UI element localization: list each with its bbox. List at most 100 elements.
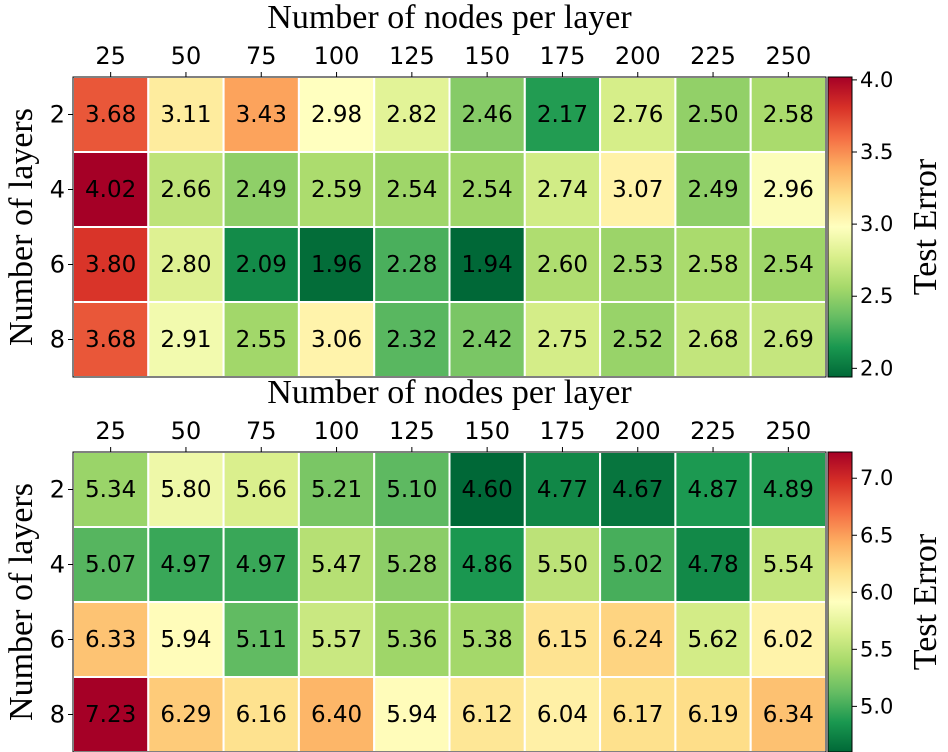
heatmap-cell [448, 76, 526, 153]
cell-label: 5.11 [236, 627, 287, 653]
cell-label: 6.15 [537, 627, 588, 653]
colorbar-title: Test Error [907, 158, 944, 295]
cell-label: 5.94 [160, 627, 211, 653]
colorbar [827, 451, 853, 752]
cell-label: 6.19 [687, 702, 738, 728]
colorbar-tick-label: 6.5 [860, 523, 893, 547]
heatmap-cell [72, 526, 150, 603]
heatmap-cell [523, 226, 602, 303]
x-tick-label: 150 [464, 417, 510, 445]
cell-label: 2.52 [612, 327, 663, 353]
heatmap-cell [749, 76, 828, 153]
cell-label: 5.28 [386, 552, 437, 578]
cell-label: 4.67 [612, 477, 663, 503]
cell-label: 2.82 [386, 102, 437, 128]
cell-label: 2.54 [386, 177, 437, 203]
cell-label: 5.54 [763, 552, 814, 578]
cell-label: 3.68 [85, 102, 136, 128]
cell-label: 1.96 [311, 252, 362, 278]
y-tick-label: 2 [50, 476, 65, 504]
y-tick-label: 2 [50, 101, 65, 129]
heatmap-cell [674, 526, 752, 603]
colorbar-title: Test Error [907, 533, 944, 670]
cell-label: 3.07 [612, 177, 663, 203]
x-tick-label: 175 [540, 42, 586, 70]
x-tick-label: 125 [389, 42, 435, 70]
x-axis-title: Number of nodes per layer [267, 374, 632, 411]
cell-label: 6.16 [236, 702, 287, 728]
heatmap-cell [599, 226, 677, 303]
cell-label: 2.46 [462, 102, 513, 128]
cell-label: 2.09 [236, 252, 287, 278]
cell-label: 4.78 [687, 552, 738, 578]
cell-label: 6.29 [160, 702, 211, 728]
heatmap-cell [147, 76, 225, 153]
plot-frame [72, 451, 827, 752]
cell-label: 4.77 [537, 477, 588, 503]
heatmap-cell [297, 526, 376, 603]
cell-label: 6.04 [537, 702, 588, 728]
x-tick-label: 150 [464, 42, 510, 70]
cell-label: 2.69 [763, 327, 814, 353]
cell-label: 5.62 [687, 627, 738, 653]
cell-label: 3.11 [160, 102, 211, 128]
heatmap-cell [749, 526, 828, 603]
cell-label: 2.54 [763, 252, 814, 278]
heatmap-cell [674, 601, 752, 678]
x-tick-label: 75 [246, 42, 277, 70]
heatmap-cell [373, 526, 451, 603]
cell-label: 3.06 [311, 327, 362, 353]
heatmap-cell [147, 526, 225, 603]
heatmap-cell [72, 226, 150, 303]
heatmap-cell [222, 676, 300, 752]
cell-label: 4.86 [462, 552, 513, 578]
cell-label: 5.80 [160, 477, 211, 503]
heatmap-cell [448, 676, 526, 752]
heatmap-cell [448, 526, 526, 603]
plot-frame [72, 76, 827, 378]
cell-label: 5.02 [612, 552, 663, 578]
cell-label: 6.12 [462, 702, 513, 728]
cell-label: 2.74 [537, 177, 588, 203]
cell-label: 2.91 [160, 327, 211, 353]
cell-label: 5.50 [537, 552, 588, 578]
x-tick-label: 200 [615, 417, 661, 445]
cell-label: 2.68 [687, 327, 738, 353]
cell-label: 4.87 [687, 477, 738, 503]
cell-label: 6.24 [612, 627, 663, 653]
cell-label: 2.54 [462, 177, 513, 203]
y-tick-label: 8 [50, 326, 65, 354]
cell-label: 2.58 [687, 252, 738, 278]
heatmap-cell [297, 151, 376, 228]
cell-label: 2.60 [537, 252, 588, 278]
cell-label: 7.23 [85, 702, 136, 728]
cell-label: 6.34 [763, 702, 814, 728]
cell-label: 2.42 [462, 327, 513, 353]
cell-label: 4.60 [462, 477, 513, 503]
cell-label: 2.80 [160, 252, 211, 278]
cell-label: 5.21 [311, 477, 362, 503]
y-axis-title: Number of layers [3, 108, 40, 346]
heatmap-cell [448, 151, 526, 228]
y-axis-title: Number of layers [3, 483, 40, 721]
colorbar-tick-label: 3.0 [860, 212, 893, 236]
cell-label: 6.33 [85, 627, 136, 653]
colorbar-tick-label: 4.0 [860, 68, 893, 92]
heatmap-cell [222, 451, 300, 528]
cell-label: 2.98 [311, 102, 362, 128]
heatmap-cell [448, 301, 526, 378]
heatmap-cell [749, 451, 828, 528]
cell-label: 5.38 [462, 627, 513, 653]
cell-label: 2.17 [537, 102, 588, 128]
heatmap-cell [147, 676, 225, 752]
heatmap-cell [147, 226, 225, 303]
y-tick-label: 4 [50, 551, 65, 579]
cell-label: 2.59 [311, 177, 362, 203]
x-tick-label: 25 [95, 42, 126, 70]
cell-label: 2.75 [537, 327, 588, 353]
cell-label: 5.34 [85, 477, 136, 503]
heatmap-cell [599, 151, 677, 228]
heatmap-cell [599, 676, 677, 752]
cell-label: 2.66 [160, 177, 211, 203]
colorbar-tick-label: 3.5 [860, 140, 893, 164]
